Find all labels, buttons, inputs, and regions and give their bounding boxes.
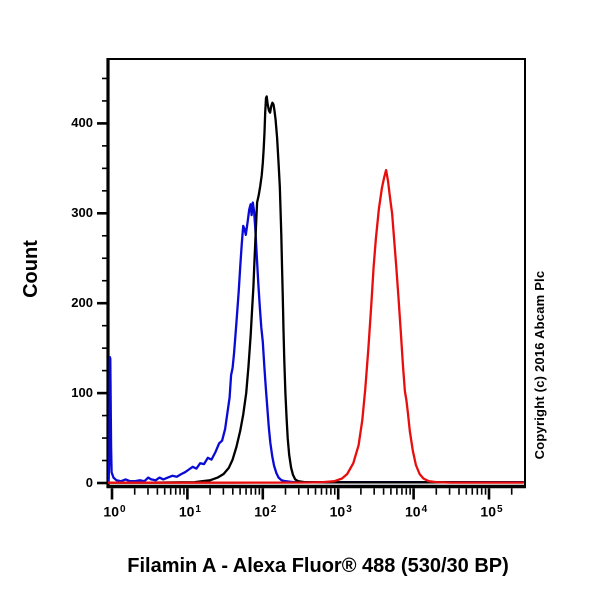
y-tick-label-100: 100 bbox=[71, 385, 93, 401]
x-tick-label-10e2: 102 bbox=[254, 503, 277, 520]
x-tick-label-10e3: 103 bbox=[329, 503, 352, 520]
x-tick-label-10e1: 101 bbox=[178, 503, 201, 520]
y-tick-label-200: 200 bbox=[71, 295, 93, 311]
x-tick-label-10e5: 105 bbox=[480, 503, 503, 520]
y-tick-label-0: 0 bbox=[85, 475, 93, 490]
y-axis-title: Count bbox=[20, 240, 42, 298]
chart-title: Filamin A - Alexa Fluor® 488 (530/30 BP) bbox=[127, 555, 509, 577]
copyright-text: Copyright (c) 2016 Abcam Plc bbox=[532, 270, 547, 460]
x-tick-label-10e0: 100 bbox=[103, 503, 126, 520]
plot-border bbox=[107, 58, 526, 488]
series-red-curve bbox=[108, 168, 525, 484]
series-black-curve bbox=[108, 95, 525, 484]
y-tick-label-400: 400 bbox=[71, 115, 93, 131]
series-blue-curve bbox=[108, 201, 525, 484]
x-tick-label-10e4: 104 bbox=[405, 503, 428, 520]
y-tick-label-300: 300 bbox=[71, 205, 93, 221]
